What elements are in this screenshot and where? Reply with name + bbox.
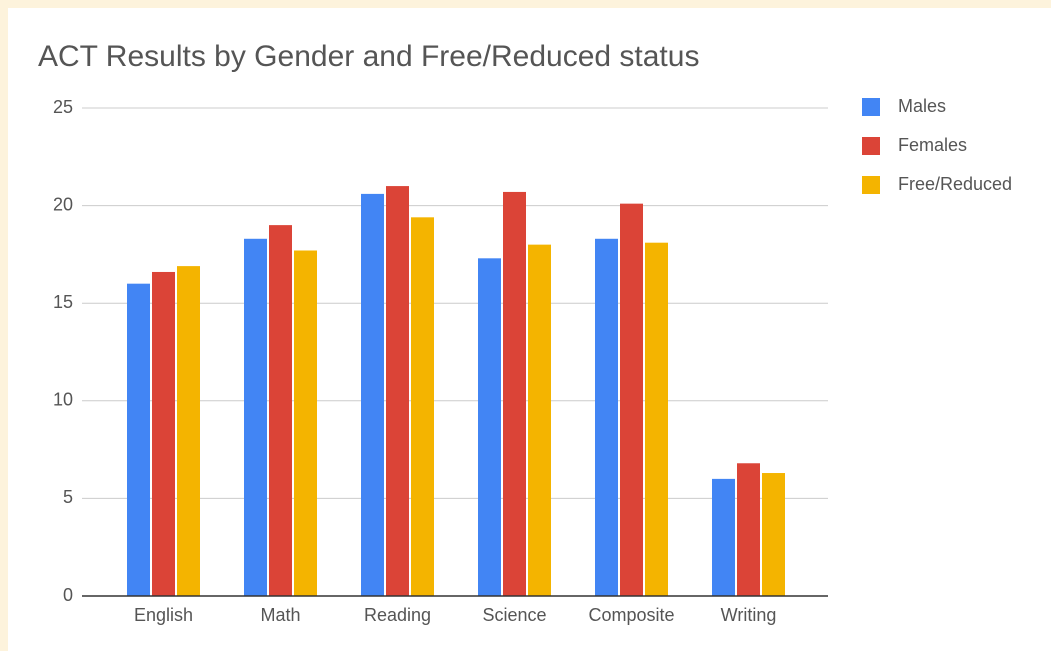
bar xyxy=(503,191,526,596)
legend-swatch xyxy=(862,137,880,155)
bar xyxy=(152,271,175,596)
bar xyxy=(712,478,735,596)
bar xyxy=(386,186,409,596)
bar xyxy=(595,238,618,596)
y-tick-label: 15 xyxy=(53,292,73,312)
bar xyxy=(620,203,643,596)
legend-label: Males xyxy=(898,96,946,116)
x-tick-label: English xyxy=(134,605,193,625)
bar xyxy=(411,217,434,596)
x-tick-label: Reading xyxy=(364,605,431,625)
y-tick-label: 20 xyxy=(53,194,73,214)
bar xyxy=(269,225,292,596)
bar xyxy=(361,193,384,596)
y-tick-label: 25 xyxy=(53,97,73,117)
bar xyxy=(177,266,200,596)
y-tick-label: 10 xyxy=(53,390,73,410)
legend-label: Free/Reduced xyxy=(898,174,1012,194)
x-tick-label: Math xyxy=(260,605,300,625)
legend-label: Females xyxy=(898,135,967,155)
bar xyxy=(645,242,668,597)
x-tick-label: Writing xyxy=(721,605,777,625)
bar xyxy=(127,283,150,596)
legend-swatch xyxy=(862,98,880,116)
y-tick-label: 0 xyxy=(63,585,73,605)
x-tick-label: Composite xyxy=(588,605,674,625)
legend-swatch xyxy=(862,176,880,194)
bar xyxy=(478,258,501,596)
bar xyxy=(294,250,317,596)
y-tick-label: 5 xyxy=(63,487,73,507)
bar xyxy=(528,244,551,596)
bar xyxy=(762,473,785,596)
x-tick-label: Science xyxy=(482,605,546,625)
bar xyxy=(244,238,267,596)
chart-title: ACT Results by Gender and Free/Reduced s… xyxy=(38,40,699,73)
bar xyxy=(737,463,760,596)
